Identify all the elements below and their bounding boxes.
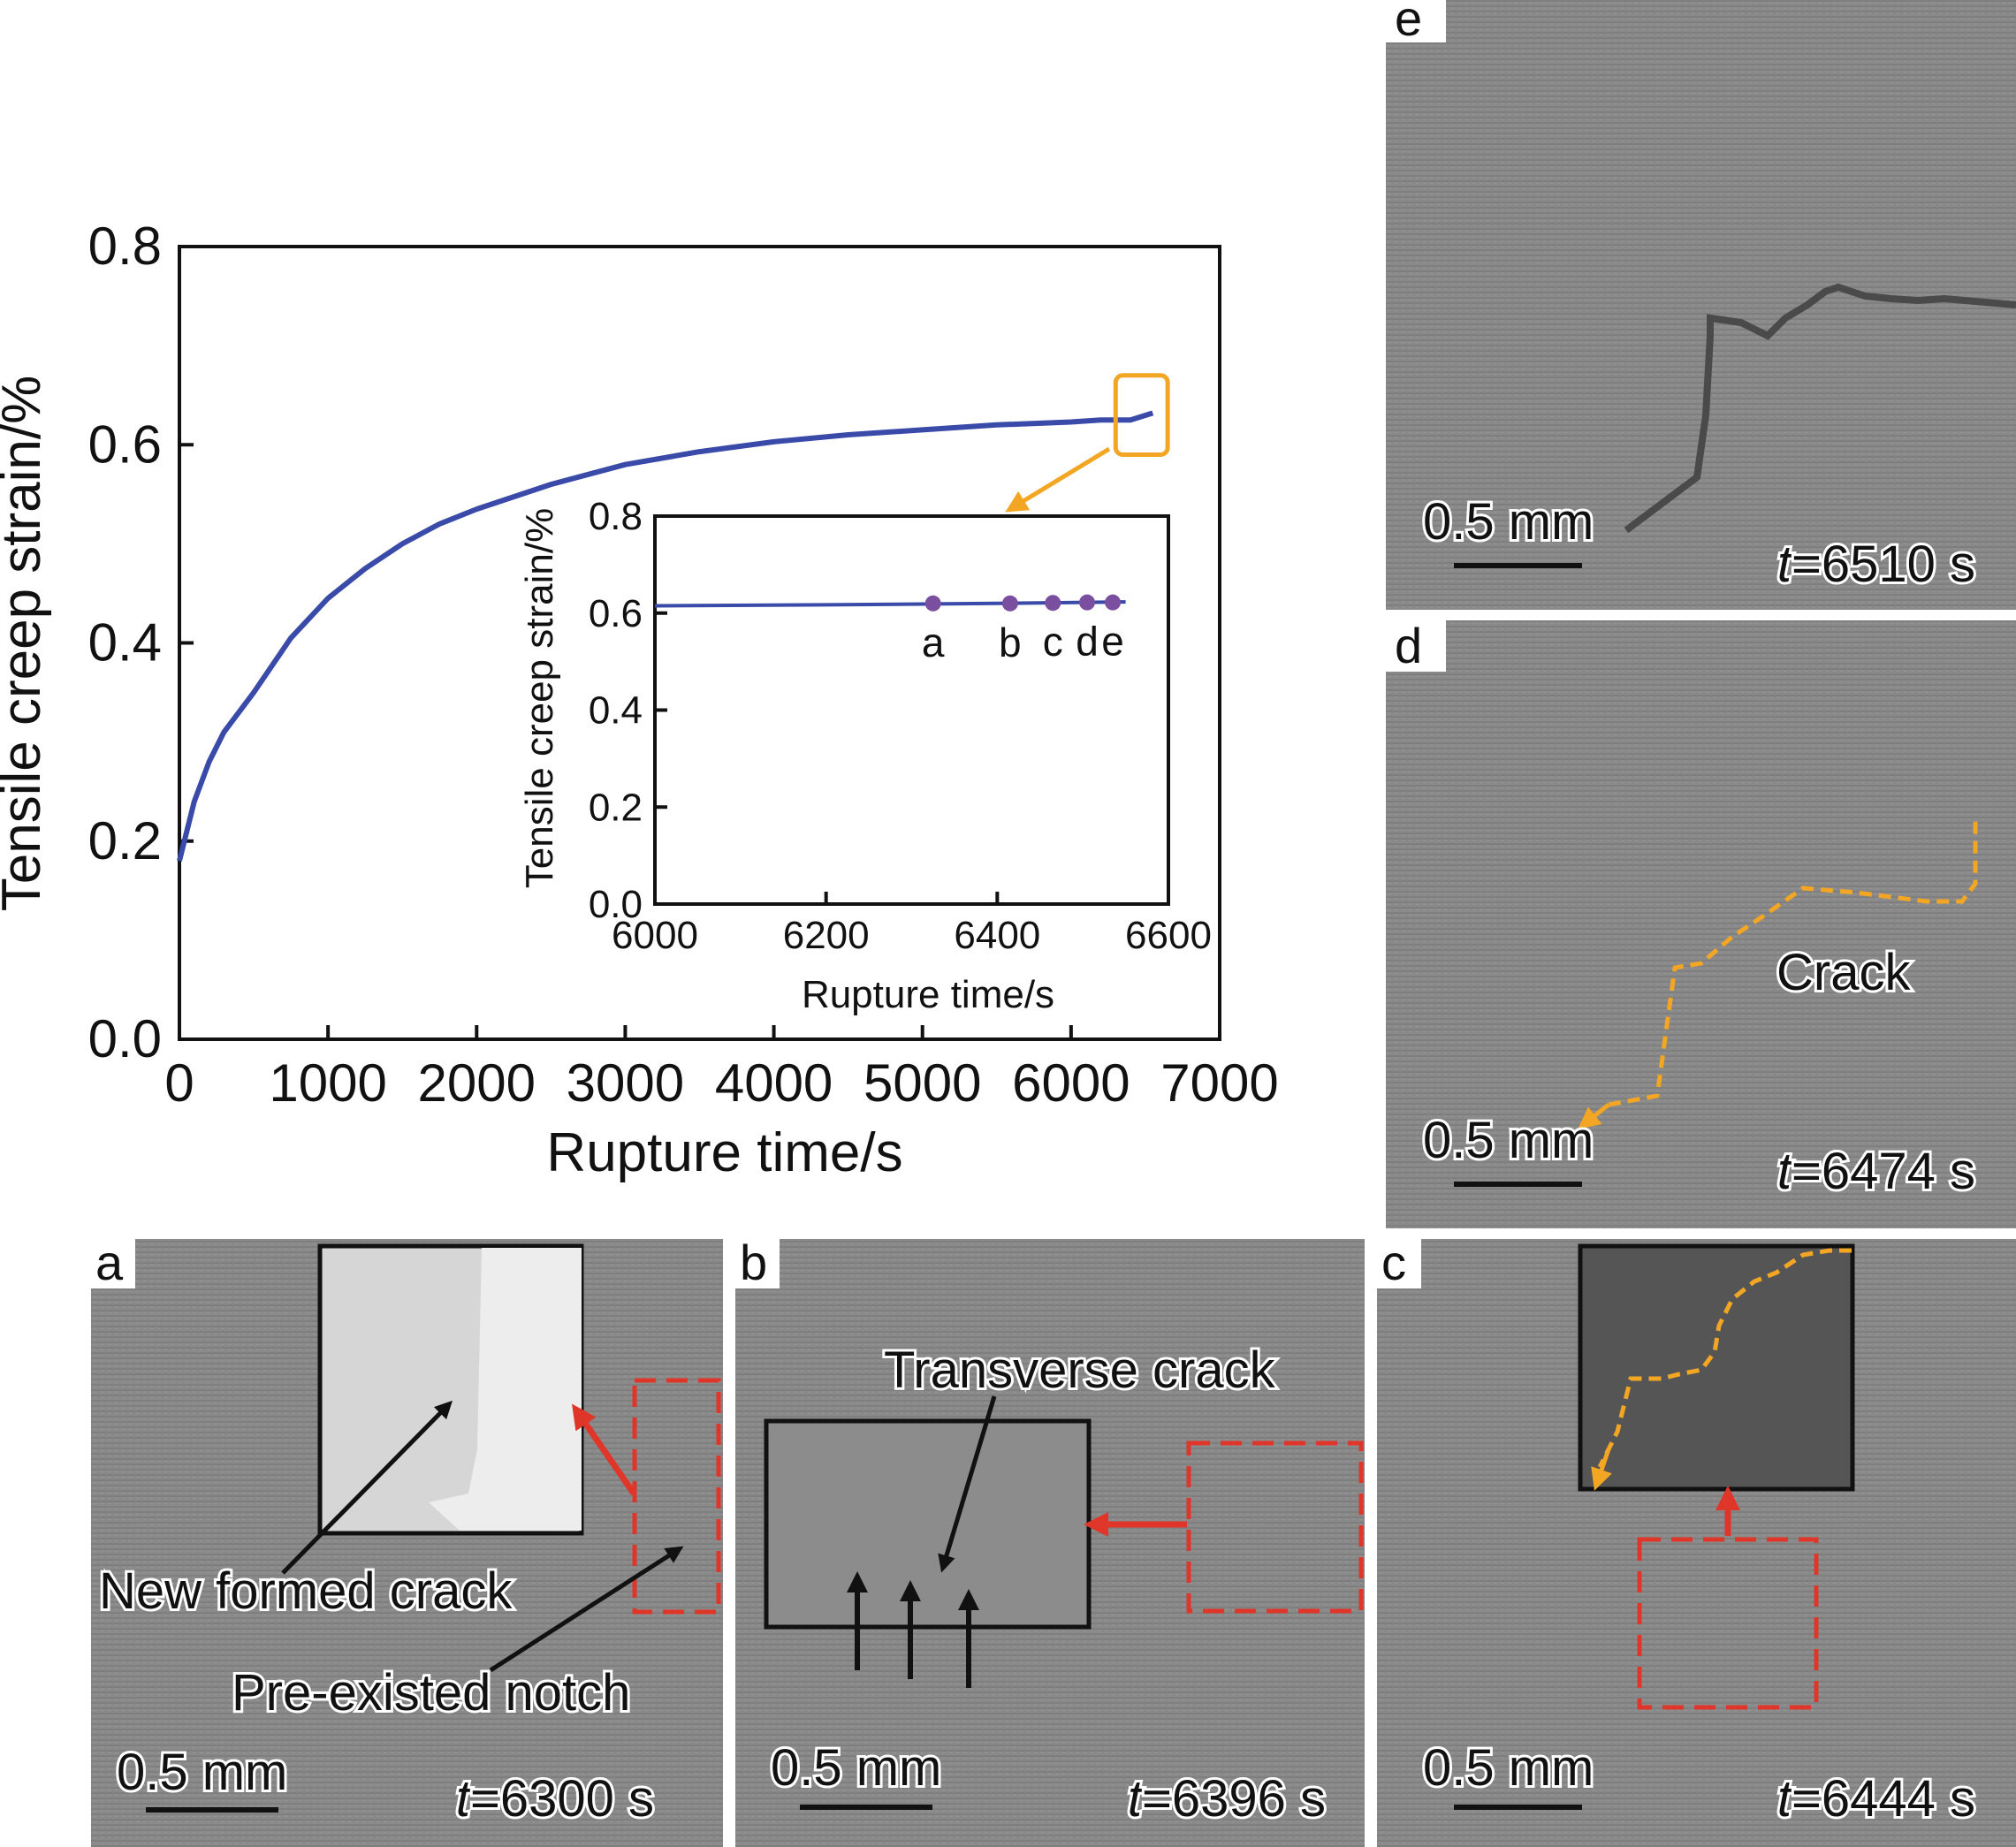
panel-letter-bg	[1377, 1239, 1421, 1288]
inset-plot-frame	[653, 514, 1170, 906]
main-y-ticks: 0.0 0.2 0.4 0.6 0.8	[88, 217, 194, 1068]
crack-direction-arrow	[1591, 1448, 1612, 1491]
notch-label: Pre-existed notch	[232, 1664, 630, 1722]
scale-bar-label: 0.5 mm	[771, 1739, 941, 1797]
notch-region	[429, 1248, 582, 1531]
inset-x-tick-label: 6200	[783, 914, 870, 957]
inset-strain-curve	[654, 600, 1126, 608]
crack-direction-arrow	[1578, 1103, 1610, 1129]
timestamp: t=6510 s	[1777, 536, 1975, 593]
panel-letter-bg	[91, 1239, 135, 1288]
scale-bar-label: 0.5 mm	[117, 1744, 287, 1801]
timestamp: t=6396 s	[1128, 1770, 1326, 1828]
main-creep-chart: 0 1000 2000 3000 4000 5000 6000 7000 0.00.20.40…	[0, 217, 1279, 1183]
main-x-tick-label: 6000	[1012, 1053, 1130, 1113]
inset-point-label: d	[1076, 619, 1099, 665]
micrograph-panel-c: c 0.5 mm t=6444 s	[1377, 1235, 2016, 1847]
micrograph-background	[1386, 0, 2016, 610]
highlight-box	[1113, 373, 1170, 457]
inset-point-label: a	[922, 619, 945, 665]
dashed-region-box	[632, 1378, 721, 1615]
inset-y-tick-label: 0.2	[589, 786, 643, 829]
panel-letter-c: c	[1381, 1235, 1406, 1290]
timestamp: t=6300 s	[456, 1770, 654, 1828]
scale-bar-label: 0.5 mm	[1423, 1739, 1594, 1797]
main-x-tick-label: 7000	[1160, 1053, 1278, 1113]
inset-point-c	[1045, 595, 1061, 612]
panel-letter-d: d	[1395, 618, 1422, 673]
micrograph-background	[1386, 620, 2016, 1228]
inset-point-a	[924, 595, 941, 612]
inset-point-d	[1079, 594, 1096, 611]
crack-trace	[1608, 817, 1978, 1107]
zoom-arrow	[572, 1403, 636, 1495]
crack-trace	[1597, 1248, 1852, 1469]
inset-point-label: c	[1043, 619, 1063, 665]
main-x-tick-label: 1000	[269, 1053, 386, 1113]
inset-point-label: e	[1101, 619, 1124, 665]
inset-y-tick-label: 0.0	[589, 883, 643, 926]
inset-x-tick-label: 6600	[1125, 914, 1212, 957]
inset-x-axis-label: Rupture time/s	[802, 973, 1054, 1016]
panel-letter-e: e	[1395, 0, 1422, 46]
zoom-arrow	[1005, 446, 1111, 513]
main-x-tick-label: 3000	[567, 1053, 684, 1113]
inset-x-tick-label: 6400	[954, 914, 1040, 957]
inset-y-tick-label: 0.6	[589, 592, 643, 635]
inset-y-tick-label: 0.8	[589, 495, 643, 538]
main-y-tick-label: 0.2	[88, 811, 162, 870]
micrograph-panel-b: b Transverse crack 0.5 mm t=6396 s	[735, 1235, 1365, 1847]
inset-x-ticks: 6000 6200 6400 6600	[612, 892, 1212, 957]
transverse-crack-label: Transverse crack	[884, 1342, 1276, 1399]
main-strain-curve	[177, 410, 1154, 862]
dashed-region-box	[1637, 1537, 1819, 1710]
panel-letter-bg	[735, 1239, 780, 1288]
crack-path	[1624, 283, 2016, 534]
timestamp: t=6474 s	[1777, 1143, 1975, 1200]
main-x-tick-label: 4000	[715, 1053, 833, 1113]
main-y-tick-label: 0.0	[88, 1009, 162, 1068]
micrograph-panel-a: a New formed crack Pre-existed notch 0.5…	[91, 1235, 723, 1847]
main-y-tick-label: 0.8	[88, 217, 162, 276]
scale-bar-label: 0.5 mm	[1423, 493, 1594, 551]
inset-y-tick-label: 0.4	[589, 689, 643, 733]
inset-y-axis-label: Tensile creep strain/%	[518, 508, 561, 888]
crack-arrow	[281, 1400, 453, 1575]
inset-point-label: b	[999, 619, 1022, 665]
panel-letter-bg	[1386, 620, 1446, 672]
new-crack-label: New formed crack	[99, 1562, 513, 1620]
dashed-region-box	[1186, 1440, 1364, 1614]
micrograph-panel-d: d Crack 0.5 mm t=6474 s	[1386, 618, 2016, 1228]
main-y-tick-label: 0.6	[88, 414, 162, 474]
inset-y-ticks: 0.0 0.2 0.4 0.6 0.8	[589, 495, 667, 926]
main-y-tick-label: 0.4	[88, 613, 162, 673]
main-y-axis-label: Tensile creep strain/%	[0, 376, 52, 912]
timestamp: t=6444 s	[1777, 1770, 1975, 1828]
crack-label: Crack	[1776, 944, 1911, 1001]
main-x-axis-label: Rupture time/s	[546, 1122, 902, 1183]
transverse-crack-arrow	[938, 1395, 997, 1573]
main-x-tick-label: 2000	[418, 1053, 536, 1113]
main-x-tick-label: 5000	[863, 1053, 981, 1113]
main-x-tick-label: 0	[164, 1053, 194, 1113]
inset-point-b	[1001, 595, 1018, 612]
panel-letter-bg	[1386, 0, 1446, 42]
micrograph-panel-e: e 0.5 mm t=6510 s	[1386, 0, 2016, 610]
main-x-ticks: 0 1000 2000 3000 4000 5000 6000 7000	[164, 1025, 1279, 1113]
notch-arrow	[489, 1546, 684, 1673]
panel-letter-a: a	[95, 1235, 124, 1290]
zoom-inset	[764, 1418, 1092, 1630]
zoom-inset	[1578, 1243, 1855, 1492]
inset-point-e	[1105, 594, 1122, 611]
scale-bar-label: 0.5 mm	[1423, 1112, 1594, 1169]
inset-x-tick-label: 6000	[612, 914, 698, 957]
panel-letter-b: b	[740, 1235, 767, 1290]
